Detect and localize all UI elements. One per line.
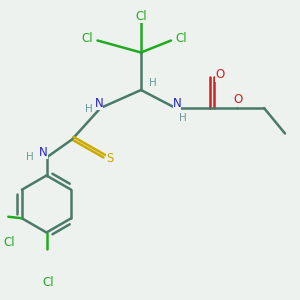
Text: N: N (94, 97, 103, 110)
Text: Cl: Cl (81, 32, 93, 46)
Text: H: H (26, 152, 34, 163)
Text: H: H (149, 77, 157, 88)
Text: O: O (234, 93, 243, 106)
Text: H: H (85, 104, 92, 115)
Text: S: S (106, 152, 114, 166)
Text: Cl: Cl (135, 10, 147, 23)
Text: H: H (179, 112, 187, 123)
Text: O: O (215, 68, 224, 82)
Text: Cl: Cl (176, 32, 187, 46)
Text: Cl: Cl (42, 275, 54, 289)
Text: Cl: Cl (3, 236, 15, 250)
Text: N: N (172, 97, 182, 110)
Text: N: N (39, 146, 48, 159)
